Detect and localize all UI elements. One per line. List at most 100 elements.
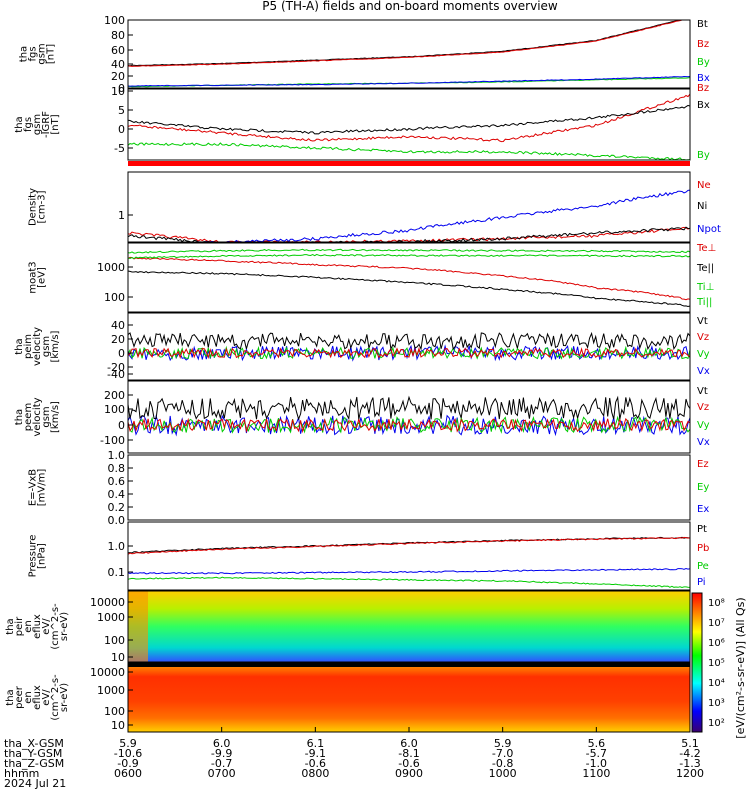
y-axis-label: Pressure (28, 535, 39, 578)
x-tick-label: -1.0 (586, 757, 607, 770)
x-tick-label: -10.6 (114, 747, 142, 760)
y-axis-label: gsm (41, 336, 52, 357)
y-axis-label: E=-VxB (28, 469, 39, 506)
series-line-Bx (127, 75, 691, 87)
y-tick-label: 1.0 (108, 449, 126, 462)
y-tick-label: 1000 (97, 684, 125, 697)
x-tick-label: -0.6 (398, 757, 419, 770)
y-tick-label: 1 (118, 209, 125, 222)
x-tick-label: 0700 (208, 767, 236, 780)
y-tick-label: 0 (118, 82, 125, 95)
y-tick-label: 200 (104, 389, 125, 402)
panel-frame (127, 380, 691, 454)
y-tick-label: 0.1 (108, 566, 126, 579)
series-line-Bz-IGRF (127, 93, 691, 143)
legend-Bt: Bt (697, 19, 708, 30)
y-tick-label: 40 (111, 319, 125, 332)
x-row-label: hhmm (4, 767, 39, 780)
y-axis-label: gsm (32, 114, 43, 135)
velocity-trace-2 (127, 417, 691, 434)
y-tick-label: 10000 (90, 596, 125, 609)
y-tick-label: 0.2 (108, 501, 126, 514)
y-tick-label: -5 (114, 142, 125, 155)
velocity-trace-2 (127, 346, 691, 360)
legend-Bz: Bz (697, 83, 709, 94)
series-line-By-IGRF (127, 142, 690, 161)
legend-Te||: Te|| (696, 263, 714, 274)
y-tick-label: -40 (107, 368, 125, 381)
y-axis-label: eV/ (41, 618, 52, 635)
y-tick-label: 100 (104, 634, 125, 647)
x-tick-label: 0900 (395, 767, 423, 780)
x-tick-label: -9.9 (211, 747, 232, 760)
colorbar-gradient (691, 592, 703, 733)
legend-Vz: Vz (697, 332, 709, 343)
y-axis-label: [eV] (37, 267, 48, 288)
y-tick-label: 10 (111, 719, 125, 732)
panel-frame (127, 312, 691, 381)
y-axis-label: peem (23, 403, 34, 431)
legend-Bz: Bz (697, 39, 709, 50)
y-axis-label: (cm^2-s- (50, 674, 61, 721)
legend-Vt: Vt (697, 316, 708, 327)
legend-Npot: Npot (697, 224, 721, 235)
panel-frame (127, 19, 691, 89)
y-axis-label: (cm^2-s- (50, 603, 61, 650)
panel-7: 1.00.80.60.40.20.0 E=-VxB[mV/m] Ez Ey Ex (28, 449, 710, 527)
x-tick-label: 6.0 (213, 737, 231, 750)
y-tick-label: -20 (107, 361, 125, 374)
y-axis-label: [nT] (46, 44, 57, 64)
x-tick-label: -0.7 (211, 757, 232, 770)
y-tick-label: -100 (100, 434, 125, 447)
y-axis-label: peim (23, 334, 34, 359)
velocity-trace-3 (127, 395, 691, 421)
y-tick-label: 0.8 (108, 462, 126, 475)
electron-spectrogram (128, 663, 690, 732)
quality-flag-bar (128, 161, 690, 166)
y-axis-label: sr-eV) (59, 683, 70, 712)
panel-frame (127, 590, 691, 663)
legend-Ti⊥: Ti⊥ (696, 282, 714, 293)
pressure-trace-3 (127, 576, 691, 589)
x-tick-label: -0.8 (492, 757, 513, 770)
y-axis-label: tha (14, 116, 25, 132)
ion-spectrogram (128, 591, 690, 662)
spectrogram-start-band (128, 591, 148, 662)
y-axis-label: sr-eV) (59, 612, 70, 641)
x-tick-label: -5.7 (586, 747, 607, 760)
legend-Vy: Vy (697, 349, 710, 360)
y-axis-label: eflux (32, 685, 43, 710)
panel-frame (127, 454, 691, 521)
legend-Ti||: Ti|| (696, 297, 712, 308)
x-tick-label: 6.0 (400, 737, 418, 750)
panel-4: 1000 100 moat3[eV] Te⊥ Te|| Ti⊥ Ti|| (28, 242, 716, 313)
y-tick-label: 1.0 (108, 540, 126, 553)
y-tick-label: 100 (104, 403, 125, 416)
y-axis-label: tha (19, 46, 30, 62)
y-axis-label: [cm-3] (37, 190, 48, 223)
y-axis-label: tha (5, 689, 16, 705)
legend-Vt: Vt (697, 386, 708, 397)
y-axis-label: [km/s] (50, 330, 61, 362)
y-tick-label: 0.6 (108, 475, 126, 488)
colorbar-tick: 10³ (708, 698, 725, 709)
colorbar-tick: 10⁷ (708, 618, 725, 629)
series-line-Te|| (127, 270, 691, 308)
y-axis-label: en (23, 691, 34, 704)
y-tick-label: 60 (111, 44, 125, 57)
x-tick-label: 0800 (301, 767, 329, 780)
x-tick-label: 5.6 (588, 737, 606, 750)
panel-3: 1 Density[cm-3] Ne Ni Npot (28, 171, 721, 243)
panel-9: 10000 1000 100 10 thapeirenefluxeV/(cm^2-s-s… (5, 590, 691, 664)
y-axis-label: [km/s] (50, 401, 61, 433)
colorbar-tick: 10² (708, 718, 725, 729)
panel-8: 1.0 0.1 Pressure[nPa] Pt Pb Pe Pi (28, 521, 709, 591)
series-line-Ni (127, 226, 691, 243)
pressure-trace-2 (127, 567, 691, 575)
y-axis-label: peir (14, 616, 25, 636)
velocity-trace-0 (127, 344, 691, 362)
y-axis-label: eflux (32, 614, 43, 639)
